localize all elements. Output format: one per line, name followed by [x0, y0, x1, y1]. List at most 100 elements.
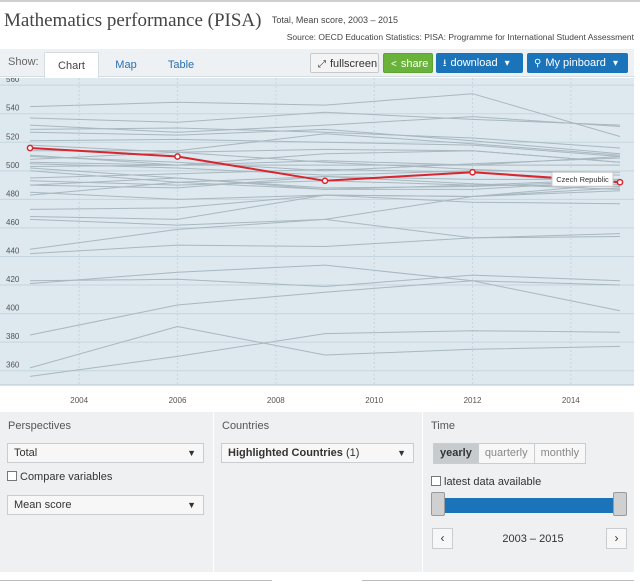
background-series-line — [29, 160, 620, 166]
highlight-series-point — [616, 178, 624, 186]
bottom-divider — [0, 580, 272, 581]
time-title: Time — [431, 420, 456, 432]
background-series-line — [29, 111, 621, 126]
fullscreen-button[interactable]: ⤢ fullscreen — [310, 53, 379, 73]
chevron-down-icon: ▼ — [397, 448, 406, 458]
x-tick-label: 2012 — [464, 396, 482, 405]
line-chart[interactable]: 360 380 400 420 440 460 480 500 520 540 560 2004 200… — [0, 78, 634, 412]
perspective-value: Total — [14, 447, 38, 459]
compare-variables-option[interactable]: Compare variables — [7, 471, 112, 483]
y-tick-label: 480 — [6, 189, 20, 198]
background-series-line — [29, 233, 621, 255]
plot-background — [0, 78, 634, 385]
y-tick-label: 560 — [6, 78, 20, 84]
share-label: share — [400, 58, 429, 70]
caret-down-icon: ▾ — [504, 58, 510, 69]
pinboard-label: My pinboard — [545, 57, 606, 69]
chevron-down-icon: ▼ — [187, 448, 196, 458]
page-subtitle: Total, Mean score, 2003 – 2015 — [271, 15, 399, 25]
y-tick-label: 400 — [6, 304, 20, 313]
source-note: Source: OECD Education Statistics: PISA:… — [286, 32, 634, 42]
frequency-yearly[interactable]: yearly — [433, 443, 479, 464]
range-prev-button[interactable]: ‹ — [432, 528, 453, 549]
time-range-track[interactable] — [437, 498, 620, 513]
perspectives-title: Perspectives — [8, 420, 71, 432]
background-series-line — [29, 274, 621, 288]
background-series-line — [29, 325, 621, 369]
tab-table[interactable]: Table — [167, 59, 195, 71]
background-series-line — [29, 128, 621, 155]
frequency-selector: yearly quarterly monthly — [433, 443, 587, 464]
time-range-label: 2003 – 2015 — [502, 533, 564, 545]
share-icon: < — [391, 59, 397, 70]
pinboard-button[interactable]: ⚲ My pinboard ▾ — [527, 53, 628, 73]
background-series-line — [30, 133, 621, 156]
countries-select[interactable]: Highlighted Countries (1) ▼ — [221, 443, 414, 463]
caret-down-icon: ▾ — [612, 58, 618, 69]
chevron-down-icon: ▼ — [187, 500, 196, 510]
background-series-line — [29, 116, 621, 133]
y-tick-label: 520 — [6, 132, 20, 141]
y-tick-label: 460 — [6, 218, 20, 227]
background-series-line — [29, 138, 621, 157]
frequency-quarterly[interactable]: quarterly — [477, 443, 535, 464]
background-series-line — [29, 280, 621, 336]
background-series-line — [29, 156, 621, 172]
x-tick-label: 2008 — [267, 396, 285, 405]
chart-canvas: 360 380 400 420 440 460 480 500 520 540 560 2004 200… — [0, 78, 634, 405]
highlight-series-point — [469, 168, 476, 176]
download-label: download — [450, 57, 498, 69]
y-tick-label: 360 — [6, 361, 20, 370]
x-tick-label: 2010 — [365, 396, 383, 405]
tab-map[interactable]: Map — [115, 59, 137, 71]
highlight-series-label: Czech Republic — [556, 175, 609, 184]
range-next-button[interactable]: › — [606, 528, 627, 549]
y-tick-label: 380 — [6, 332, 20, 341]
compare-label: Compare variables — [20, 471, 113, 483]
background-series-line — [29, 93, 621, 137]
download-button[interactable]: ⭳ download ▾ — [436, 53, 523, 73]
latest-data-option[interactable]: latest data available — [431, 476, 541, 488]
highlight-series-point — [174, 153, 181, 160]
compare-checkbox[interactable] — [7, 471, 17, 481]
background-series-line — [29, 264, 621, 312]
countries-panel: Countries — [214, 412, 422, 572]
download-icon: ⭳ — [443, 58, 447, 69]
page-title: Mathematics performance (PISA) — [4, 10, 262, 31]
pin-icon: ⚲ — [534, 58, 542, 69]
background-series-line — [29, 167, 621, 190]
top-border — [0, 0, 640, 2]
share-button[interactable]: < share — [383, 53, 433, 73]
countries-title: Countries — [222, 420, 270, 432]
x-tick-label: 2004 — [70, 396, 88, 405]
background-series-line — [29, 177, 621, 189]
range-start-handle[interactable] — [431, 492, 445, 516]
background-series-line — [29, 127, 621, 149]
range-end-handle[interactable] — [613, 492, 627, 516]
highlight-series-point — [26, 144, 34, 152]
background-series-line — [29, 187, 621, 220]
perspective-select[interactable]: Total ▼ — [7, 443, 204, 463]
show-label: Show: — [8, 56, 39, 68]
chart-toolbar: Show: Chart Map Table ⤢ fullscreen < share… — [0, 49, 634, 78]
countries-count: (1) — [345, 447, 360, 459]
y-tick-label: 440 — [6, 246, 20, 255]
background-series-line — [29, 163, 621, 176]
highlight-series-label-box — [551, 171, 614, 187]
countries-value: Highlighted Countries — [228, 447, 343, 459]
perspectives-panel: Perspectives — [0, 412, 213, 572]
y-tick-label: 500 — [6, 161, 20, 170]
frequency-monthly[interactable]: monthly — [533, 443, 587, 464]
bottom-divider — [362, 580, 634, 581]
background-series-line — [29, 150, 621, 166]
highlight-series-point — [321, 177, 329, 185]
fullscreen-label: fullscreen — [330, 58, 378, 70]
measure-value: Mean score — [14, 499, 72, 511]
tab-chart[interactable]: Chart — [44, 52, 99, 78]
latest-data-label: latest data available — [444, 476, 542, 488]
y-tick-label: 420 — [6, 275, 20, 284]
background-series-line — [29, 330, 621, 377]
latest-data-checkbox[interactable] — [431, 476, 441, 486]
x-tick-label: 2006 — [169, 396, 187, 405]
measure-select[interactable]: Mean score ▼ — [7, 495, 204, 515]
